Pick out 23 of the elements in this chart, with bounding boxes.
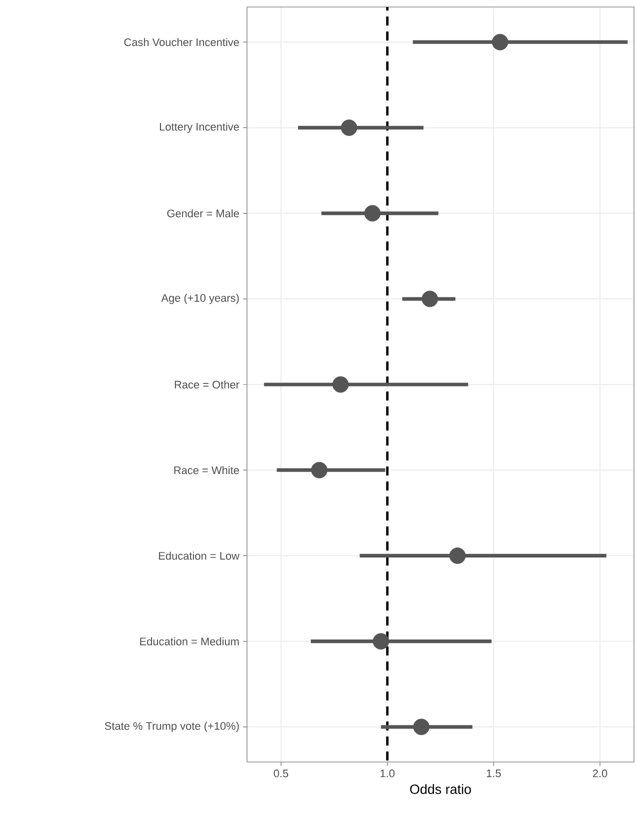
point bbox=[311, 462, 328, 478]
x-tick-label: 0.5 bbox=[274, 770, 288, 778]
y-tick-label: Education = Low bbox=[159, 552, 240, 560]
point bbox=[372, 633, 390, 650]
y-tick-label: Cash Voucher Incentive bbox=[124, 38, 239, 46]
y-tick-label: Age (+10 years) bbox=[161, 294, 239, 304]
y-tick-label: Race = Other bbox=[174, 380, 240, 389]
x-axis-title: Odds ratio bbox=[410, 784, 471, 794]
point bbox=[364, 205, 381, 222]
y-tick-label: Education = Medium bbox=[140, 637, 239, 646]
point bbox=[340, 119, 358, 136]
point bbox=[332, 376, 349, 393]
y-tick-label: State % Trump vote (+10%) bbox=[104, 722, 239, 732]
point bbox=[492, 34, 508, 50]
point bbox=[422, 290, 438, 308]
y-tick-label: Race = White bbox=[174, 466, 239, 474]
x-tick-label: 1.0 bbox=[380, 770, 395, 778]
y-tick-label: Lottery Incentive bbox=[160, 122, 239, 133]
point bbox=[413, 718, 430, 736]
y-tick-label: Gender = Male bbox=[167, 209, 239, 218]
x-tick-label: 1.5 bbox=[486, 770, 501, 778]
point bbox=[449, 548, 466, 564]
x-tick-label: 2.0 bbox=[592, 770, 608, 778]
